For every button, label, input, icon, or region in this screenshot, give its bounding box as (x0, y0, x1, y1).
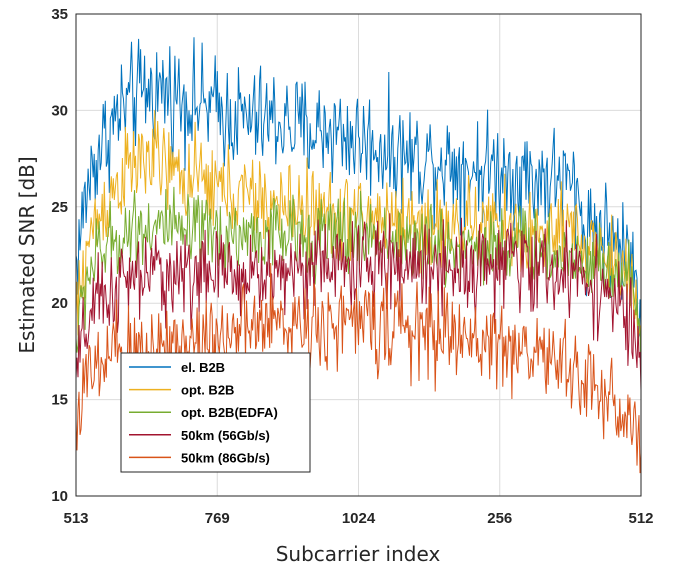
legend-label-0: el. B2B (181, 360, 225, 375)
legend-label-3: 50km (56Gb/s) (181, 428, 270, 443)
legend-label-1: opt. B2B (181, 383, 234, 398)
series-line-2 (75, 186, 642, 376)
y-tick-label-2: 20 (51, 295, 68, 312)
legend: el. B2B opt. B2B opt. B2B(EDFA) 50km (56Gb/… (120, 352, 311, 473)
y-tick-label-0: 10 (51, 488, 68, 505)
series-line-1 (75, 110, 642, 343)
y-tick-label-5: 35 (51, 6, 68, 23)
x-tick-label-4: 512 (628, 510, 653, 527)
y-tick-labels: 10 15 20 25 30 35 (51, 6, 68, 505)
x-axis-title: Subcarrier index (276, 542, 441, 566)
y-tick-label-3: 25 (51, 199, 68, 216)
series-line-3 (75, 213, 642, 391)
series-line-0 (75, 37, 642, 340)
x-tick-label-2: 1024 (342, 510, 376, 527)
x-tick-labels: 513 769 1024 256 512 (63, 510, 653, 527)
plot-frame (75, 13, 642, 497)
x-tick-label-0: 513 (63, 510, 88, 527)
x-tick-label-1: 769 (205, 510, 230, 527)
series-line-4 (75, 262, 642, 474)
y-tick-label-1: 15 (51, 392, 68, 409)
legend-label-4: 50km (86Gb/s) (181, 450, 270, 465)
series-group (75, 37, 642, 474)
x-tick-label-3: 256 (487, 510, 512, 527)
y-axis-title: Estimated SNR [dB] (15, 156, 39, 353)
legend-label-2: opt. B2B(EDFA) (181, 405, 278, 420)
y-tick-label-4: 30 (51, 102, 68, 119)
